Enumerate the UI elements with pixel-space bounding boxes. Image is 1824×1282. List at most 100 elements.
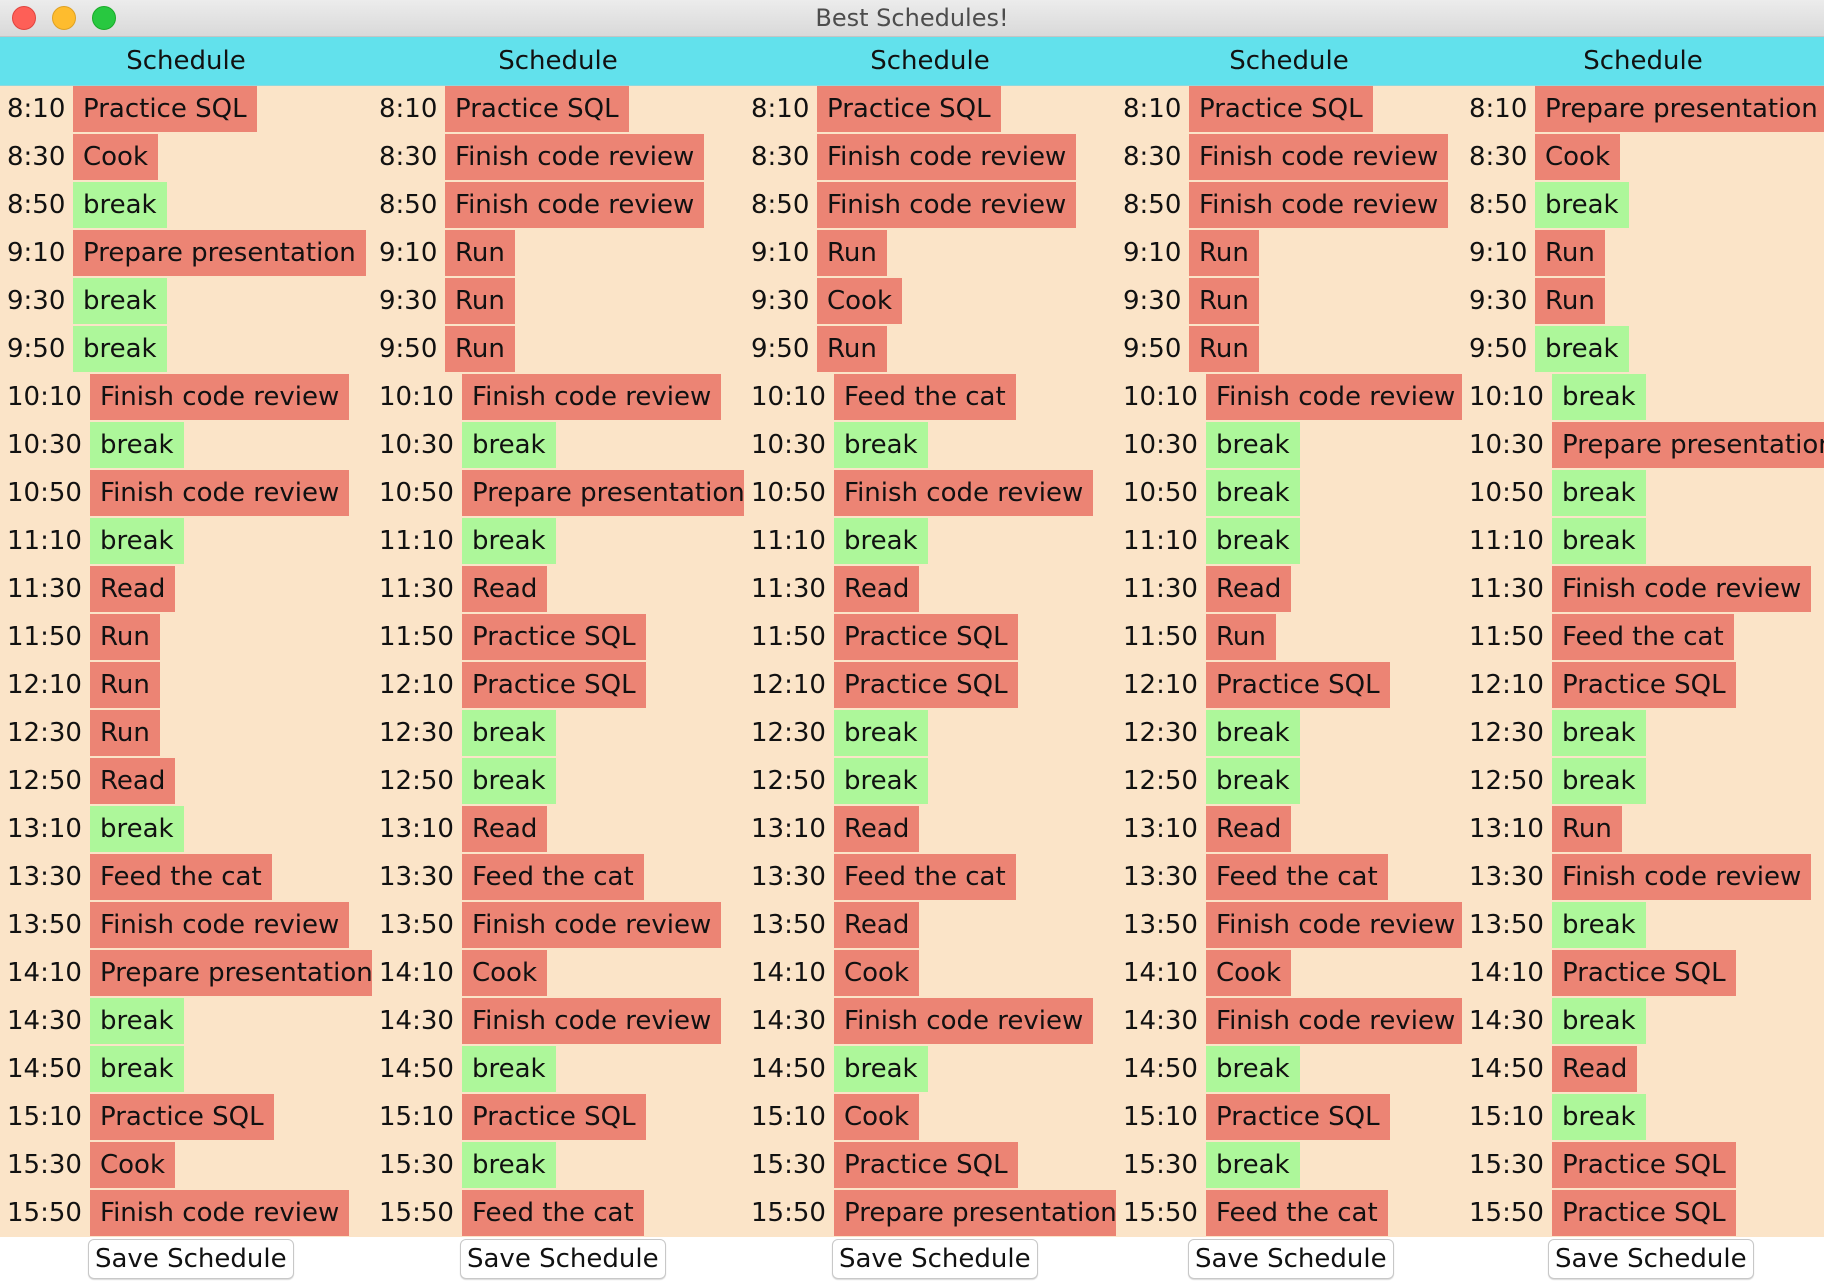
task-cell: Prepare presentation xyxy=(1552,422,1824,468)
break-cell: break xyxy=(834,422,928,468)
schedule-row: 13:30 Finish code review xyxy=(1462,853,1824,901)
schedule-row: 12:50 break xyxy=(1462,757,1824,805)
task-cell: Read xyxy=(462,566,548,612)
save-schedule-button[interactable]: Save Schedule xyxy=(1548,1239,1754,1279)
schedule-row: 13:50 Read xyxy=(744,901,1116,949)
time-label: 14:10 xyxy=(1469,958,1544,988)
time-label: 13:50 xyxy=(1469,910,1544,940)
time-label: 11:30 xyxy=(751,574,826,604)
time-label: 12:10 xyxy=(379,670,454,700)
task-cell: Run xyxy=(1189,278,1259,324)
time-label: 11:30 xyxy=(1123,574,1198,604)
schedule-row: 15:30 Practice SQL xyxy=(1462,1141,1824,1189)
break-cell: break xyxy=(834,710,928,756)
schedule-row: 12:30 break xyxy=(1462,709,1824,757)
save-schedule-button[interactable]: Save Schedule xyxy=(1188,1239,1394,1279)
schedule-row: 14:50 Read xyxy=(1462,1045,1824,1093)
break-cell: break xyxy=(1206,470,1300,516)
schedule-row: 13:50 Finish code review xyxy=(372,901,744,949)
time-label: 9:50 xyxy=(751,334,810,364)
time-label: 8:50 xyxy=(1469,190,1528,220)
break-cell: break xyxy=(1552,710,1646,756)
time-label: 10:10 xyxy=(1123,382,1198,412)
task-cell: Practice SQL xyxy=(834,1142,1018,1188)
schedule-row: 9:50 break xyxy=(1462,325,1824,373)
time-label: 13:10 xyxy=(751,814,826,844)
time-label: 12:50 xyxy=(379,766,454,796)
time-label: 8:30 xyxy=(7,142,66,172)
time-label: 8:10 xyxy=(1123,94,1182,124)
time-label: 15:10 xyxy=(1469,1102,1544,1132)
time-label: 8:30 xyxy=(1123,142,1182,172)
schedule-row: 11:30 Finish code review xyxy=(1462,565,1824,613)
time-label: 10:10 xyxy=(7,382,82,412)
schedule-row: 11:50 Run xyxy=(1116,613,1462,661)
schedule-row: 13:10 Run xyxy=(1462,805,1824,853)
schedule-row: 10:50 Finish code review xyxy=(0,469,372,517)
task-cell: Cook xyxy=(834,1094,920,1140)
time-label: 12:10 xyxy=(1123,670,1198,700)
time-label: 8:10 xyxy=(379,94,438,124)
schedule-row: 13:30 Feed the cat xyxy=(1116,853,1462,901)
schedule-row: 14:10 Cook xyxy=(1116,949,1462,997)
time-label: 10:50 xyxy=(379,478,454,508)
task-cell: Feed the cat xyxy=(1206,854,1388,900)
task-cell: Finish code review xyxy=(90,470,350,516)
time-label: 15:50 xyxy=(1123,1198,1198,1228)
break-cell: break xyxy=(1552,1094,1646,1140)
schedule-row: 11:50 Run xyxy=(0,613,372,661)
task-cell: Read xyxy=(90,566,176,612)
schedule-row: 9:10 Run xyxy=(744,229,1116,277)
time-label: 9:50 xyxy=(1123,334,1182,364)
schedule-row: 13:50 Finish code review xyxy=(0,901,372,949)
time-label: 13:30 xyxy=(1123,862,1198,892)
task-cell: Practice SQL xyxy=(445,86,629,132)
schedule-row: 13:10 Read xyxy=(1116,805,1462,853)
time-label: 11:10 xyxy=(7,526,82,556)
task-cell: Finish code review xyxy=(834,470,1094,516)
save-schedule-button[interactable]: Save Schedule xyxy=(832,1239,1038,1279)
schedule-row: 10:50 Finish code review xyxy=(744,469,1116,517)
task-cell: Finish code review xyxy=(462,374,722,420)
time-label: 12:50 xyxy=(751,766,826,796)
schedule-row: 14:10 Cook xyxy=(744,949,1116,997)
schedule-row: 12:30 break xyxy=(1116,709,1462,757)
time-label: 14:10 xyxy=(379,958,454,988)
time-label: 9:30 xyxy=(751,286,810,316)
time-label: 15:30 xyxy=(751,1150,826,1180)
time-label: 14:30 xyxy=(7,1006,82,1036)
time-label: 10:50 xyxy=(1469,478,1544,508)
close-window-button[interactable] xyxy=(12,6,36,30)
time-label: 15:10 xyxy=(1123,1102,1198,1132)
task-cell: Finish code review xyxy=(834,998,1094,1044)
time-label: 15:30 xyxy=(1469,1150,1544,1180)
schedule-row: 11:50 Practice SQL xyxy=(372,613,744,661)
schedule-row: 11:10 break xyxy=(744,517,1116,565)
break-cell: break xyxy=(1535,326,1629,372)
task-cell: Run xyxy=(817,326,887,372)
schedule-row: 12:50 break xyxy=(1116,757,1462,805)
schedule-row: 11:10 break xyxy=(1116,517,1462,565)
schedule-row: 15:30 break xyxy=(1116,1141,1462,1189)
schedule-row: 15:30 Cook xyxy=(0,1141,372,1189)
time-label: 9:30 xyxy=(7,286,66,316)
time-label: 9:50 xyxy=(379,334,438,364)
task-cell: Finish code review xyxy=(1206,998,1462,1044)
minimize-window-button[interactable] xyxy=(52,6,76,30)
time-label: 15:10 xyxy=(379,1102,454,1132)
task-cell: Practice SQL xyxy=(462,1094,646,1140)
time-label: 9:10 xyxy=(1123,238,1182,268)
schedule-row: 11:30 Read xyxy=(1116,565,1462,613)
schedule-row: 9:30 Run xyxy=(1462,277,1824,325)
save-schedule-button[interactable]: Save Schedule xyxy=(460,1239,666,1279)
schedule-row: 9:10 Run xyxy=(372,229,744,277)
schedule-row: 13:10 break xyxy=(0,805,372,853)
task-cell: Finish code review xyxy=(1206,902,1462,948)
schedule-row: 10:50 Prepare presentation xyxy=(372,469,744,517)
save-schedule-button[interactable]: Save Schedule xyxy=(88,1239,294,1279)
task-cell: Feed the cat xyxy=(1552,614,1734,660)
zoom-window-button[interactable] xyxy=(92,6,116,30)
break-cell: break xyxy=(462,1142,556,1188)
task-cell: Finish code review xyxy=(445,182,705,228)
schedule-row: 8:30 Finish code review xyxy=(744,133,1116,181)
